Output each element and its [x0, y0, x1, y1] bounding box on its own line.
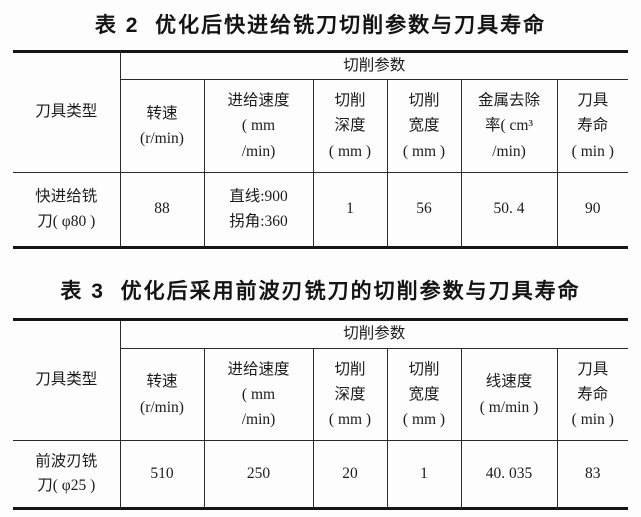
table3-header-cut-depth: 切削 深度 ( mm ): [313, 348, 388, 441]
table2-header-cut-width: 切削 宽度 ( mm ): [387, 79, 462, 173]
table2-header-feed-rate: 进给速度 ( mm /min): [204, 79, 314, 173]
table2-cell-cut-width: 56: [387, 172, 462, 248]
table2-header-speed: 转速 (r/min): [120, 79, 205, 173]
table3-cell-tool: 前波刃铣 刀( φ25 ): [13, 440, 121, 509]
table3-cutting-params-header: 切削参数: [120, 319, 629, 349]
table2-cell-feed-rate: 直线:900 拐角:360: [204, 172, 314, 248]
table3-header-feed-rate: 进给速度 ( mm /min): [204, 348, 314, 441]
table2-cell-tool: 快进给铣 刀( φ80 ): [13, 172, 121, 248]
table2: 刀具类型 切削参数 转速 (r/min) 进给速度 ( mm /min) 切削 …: [13, 50, 629, 249]
table2-cell-metal-removal-rate: 50. 4: [461, 172, 558, 248]
table3-cell-feed-rate: 250: [204, 440, 314, 509]
table2-header-tool-life: 刀具 寿命 ( min ): [557, 79, 629, 173]
table2-tool-type-header: 刀具类型: [13, 51, 121, 173]
table2-title: 表 2 优化后快进给铣刀切削参数与刀具寿命: [94, 14, 547, 37]
table2-cutting-params-header: 切削参数: [120, 51, 629, 80]
table3-header-linear-speed: 线速度 ( m/min ): [461, 348, 558, 441]
table2-header-cut-depth: 切削 深度 ( mm ): [313, 79, 388, 173]
table3-title: 表 3 优化后采用前波刃铣刀的切削参数与刀具寿命: [60, 280, 581, 303]
table2-cell-tool-life: 90: [585, 200, 601, 218]
table3-cell-tool-life: 83: [585, 464, 601, 482]
table2-cell-cut-depth: 1: [313, 172, 388, 248]
table3-cell-cut-width: 1: [387, 440, 462, 509]
table3-tool-type-header: 刀具类型: [13, 319, 121, 441]
table3-cell-cut-depth: 20: [313, 440, 388, 509]
table3: 刀具类型 切削参数 转速 (r/min) 进给速度 ( mm /min) 切削 …: [13, 318, 629, 510]
table3-header-cut-width: 切削 宽度 ( mm ): [387, 348, 462, 441]
table3-header-tool-life: 刀具 寿命 ( min ): [557, 348, 629, 441]
table3-cell-linear-speed: 40. 035: [461, 440, 558, 509]
table3-header-speed: 转速 (r/min): [120, 348, 205, 441]
table2-header-metal-removal-rate: 金属去除 率( cm³ /min): [461, 79, 558, 173]
table3-cell-speed: 510: [120, 440, 205, 509]
table2-cell-speed: 88: [120, 172, 205, 248]
